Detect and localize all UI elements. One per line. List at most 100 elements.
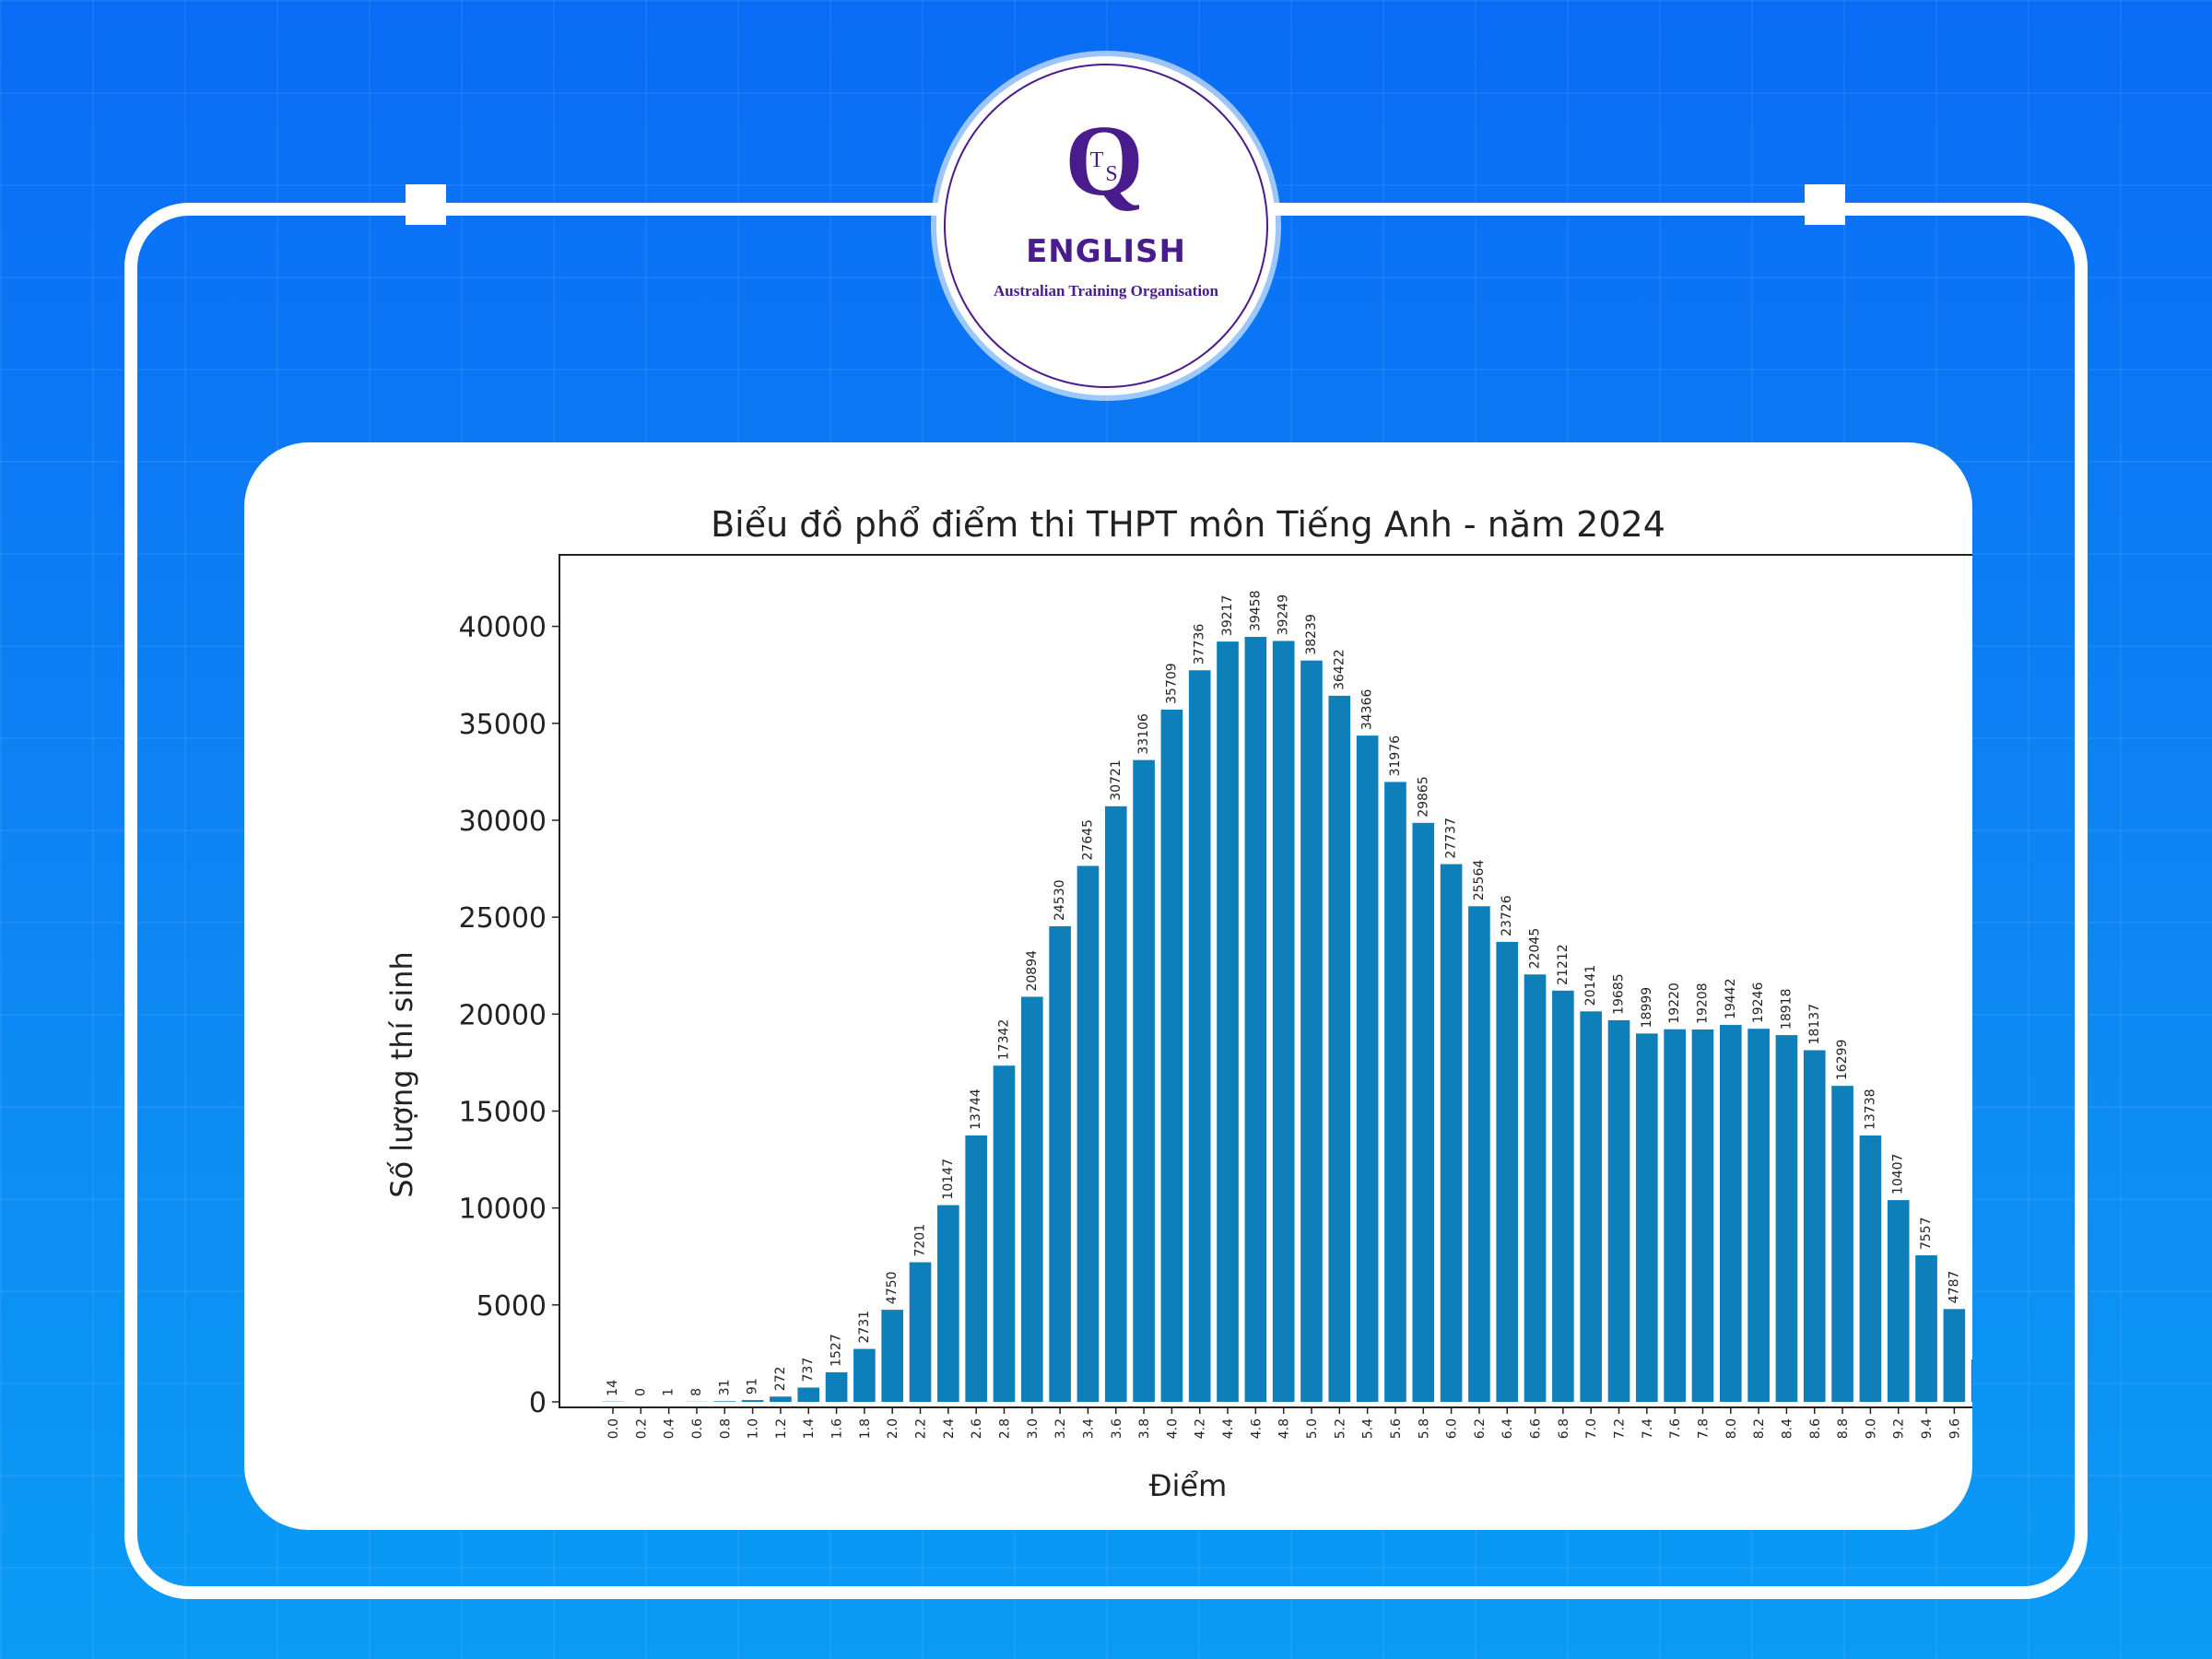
x-tick-label: 2.8 (997, 1418, 1012, 1439)
x-tick-label: 9.4 (1920, 1418, 1935, 1439)
x-tick-label: 5.2 (1333, 1418, 1347, 1439)
y-tick-label: 40000 (459, 612, 547, 644)
bar-9.6 (1943, 1309, 1966, 1402)
bar-1.4 (797, 1387, 820, 1402)
chart-svg: Biểu đồ phổ điểm thi THPT môn Tiếng Anh … (364, 475, 1972, 1512)
x-tick-label: 0.8 (718, 1418, 733, 1439)
x-tick-label: 3.8 (1137, 1418, 1152, 1439)
y-tick-label: 0 (529, 1387, 547, 1419)
bar-3.0 (1020, 996, 1043, 1402)
x-tick-label: 0.0 (606, 1418, 621, 1439)
x-tick-label: 3.2 (1053, 1418, 1068, 1439)
y-tick-label: 10000 (459, 1194, 547, 1226)
bar-7.2 (1607, 1019, 1630, 1402)
x-tick-label: 6.2 (1473, 1418, 1488, 1439)
x-tick-label: 5.0 (1305, 1418, 1320, 1439)
bar-value-label: 2731 (857, 1311, 872, 1344)
bar-value-label: 25564 (1472, 860, 1487, 901)
bar-value-label: 22045 (1528, 928, 1543, 970)
x-tick-label: 8.4 (1780, 1418, 1794, 1439)
bar-value-label: 8 (689, 1388, 704, 1396)
svg-text:T: T (1090, 148, 1104, 172)
x-tick-label: 7.6 (1668, 1418, 1683, 1439)
bar-value-label: 19208 (1695, 982, 1710, 1024)
x-tick-label: 9.6 (1947, 1418, 1962, 1439)
bar-1.6 (825, 1371, 848, 1402)
bar-value-label: 27645 (1080, 819, 1095, 861)
bar-value-label: 34366 (1360, 689, 1375, 731)
x-tick-label: 2.4 (942, 1418, 957, 1439)
bar-8.4 (1775, 1035, 1798, 1402)
bar-7.6 (1664, 1029, 1686, 1402)
x-tick-label: 3.0 (1026, 1418, 1041, 1439)
frame-cap-right (1805, 184, 1845, 225)
bar-value-label: 0 (633, 1388, 648, 1396)
bar-value-label: 17342 (996, 1019, 1011, 1061)
x-tick-label: 3.4 (1081, 1418, 1096, 1439)
bar-value-label: 18137 (1807, 1004, 1822, 1045)
bar-5.8 (1412, 822, 1435, 1402)
bar-3.2 (1049, 926, 1071, 1402)
y-tick-label: 20000 (459, 999, 547, 1031)
bar-4.8 (1272, 641, 1295, 1402)
bar-8.6 (1803, 1050, 1826, 1402)
logo: Q T S ENGLISH Australian Training Organi… (936, 56, 1276, 395)
svg-text:S: S (1105, 162, 1117, 186)
x-tick-label: 5.8 (1417, 1418, 1431, 1439)
x-tick-label: 4.4 (1221, 1418, 1236, 1439)
plot-border (559, 554, 1972, 1408)
bar-value-label: 19220 (1667, 982, 1682, 1024)
x-tick-label: 1.2 (774, 1418, 789, 1439)
bar-value-label: 10147 (941, 1159, 956, 1200)
x-tick-label: 1.8 (858, 1418, 873, 1439)
bar-value-label: 18918 (1779, 989, 1794, 1030)
bar-value-label: 19442 (1724, 979, 1738, 1020)
x-tick-label: 7.8 (1696, 1418, 1711, 1439)
x-tick-label: 7.2 (1613, 1418, 1628, 1439)
bar-9.0 (1859, 1135, 1882, 1402)
bar-4.2 (1188, 670, 1211, 1402)
bar-value-label: 4787 (1947, 1271, 1961, 1304)
bar-value-label: 19685 (1612, 973, 1627, 1015)
bar-value-label: 14 (606, 1380, 620, 1396)
bar-value-label: 4750 (885, 1271, 900, 1304)
chart-title: Biểu đồ phổ điểm thi THPT môn Tiếng Anh … (711, 504, 1665, 545)
bar-3.8 (1133, 759, 1155, 1402)
bar-0.8 (713, 1401, 736, 1402)
bars-group (602, 637, 1972, 1402)
bar-6.4 (1496, 941, 1519, 1402)
x-tick-label: 1.0 (747, 1418, 761, 1439)
y-tick-label: 5000 (477, 1290, 547, 1323)
bar-8.2 (1747, 1029, 1770, 1402)
x-tick-label: 0.2 (634, 1418, 649, 1439)
x-ticks-group: 0.0 0.2 0.4 0.6 0.8 1.0 1.2 1.4 1.6 1.8 2.0 2.2 2.4 2… (606, 1407, 1962, 1439)
bar-5.2 (1328, 695, 1351, 1402)
bar-2.6 (965, 1135, 987, 1402)
frame-cap-left (406, 184, 446, 225)
bar-7.0 (1580, 1011, 1603, 1402)
bar-value-label: 23726 (1500, 895, 1514, 936)
x-tick-label: 8.0 (1724, 1418, 1739, 1439)
x-tick-label: 4.8 (1277, 1418, 1292, 1439)
bar-1.8 (853, 1348, 876, 1402)
x-tick-label: 4.6 (1249, 1418, 1264, 1439)
bar-value-label: 38239 (1304, 614, 1319, 655)
x-tick-label: 7.4 (1641, 1418, 1655, 1439)
bar-2.2 (909, 1262, 932, 1402)
bar-value-label: 39249 (1277, 594, 1291, 636)
bar-8.8 (1831, 1086, 1853, 1402)
bar-value-label: 7201 (913, 1224, 928, 1257)
bar-2.4 (937, 1205, 959, 1402)
y-ticks-group: 0 5000 10000 15000 20000 25000 30000 35000 40000 (459, 612, 559, 1419)
x-tick-label: 8.6 (1808, 1418, 1823, 1439)
bar-value-label: 20894 (1025, 950, 1040, 992)
bar-value-label: 39217 (1220, 595, 1235, 637)
bar-7.4 (1636, 1033, 1658, 1402)
x-tick-label: 6.4 (1500, 1418, 1515, 1439)
bar-value-label: 31976 (1388, 735, 1403, 777)
bar-labels-group: 14 0 1 8 31 91 272 737 1527 2731 4750 7201 10147 1374… (606, 590, 1961, 1396)
bar-2.8 (993, 1065, 1016, 1402)
bar-value-label: 39458 (1248, 590, 1263, 631)
bar-value-label: 13744 (969, 1088, 983, 1130)
bar-9.8 (1971, 1359, 1972, 1402)
